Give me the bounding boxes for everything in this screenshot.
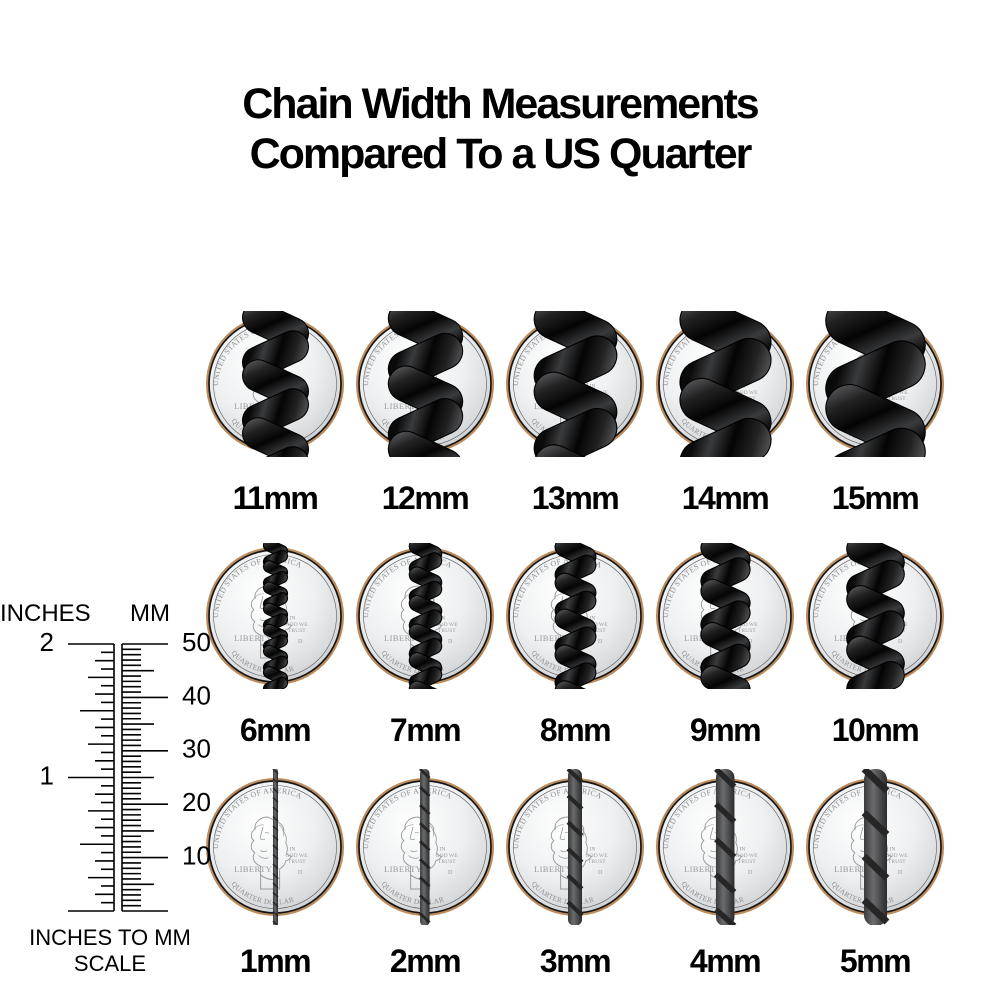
svg-text:40: 40 xyxy=(182,680,211,710)
svg-text:10: 10 xyxy=(182,840,211,870)
svg-text:20: 20 xyxy=(182,787,211,817)
svg-text:30: 30 xyxy=(182,734,211,764)
svg-text:50: 50 xyxy=(182,627,211,657)
svg-text:2: 2 xyxy=(40,627,54,657)
svg-text:1: 1 xyxy=(40,760,54,790)
